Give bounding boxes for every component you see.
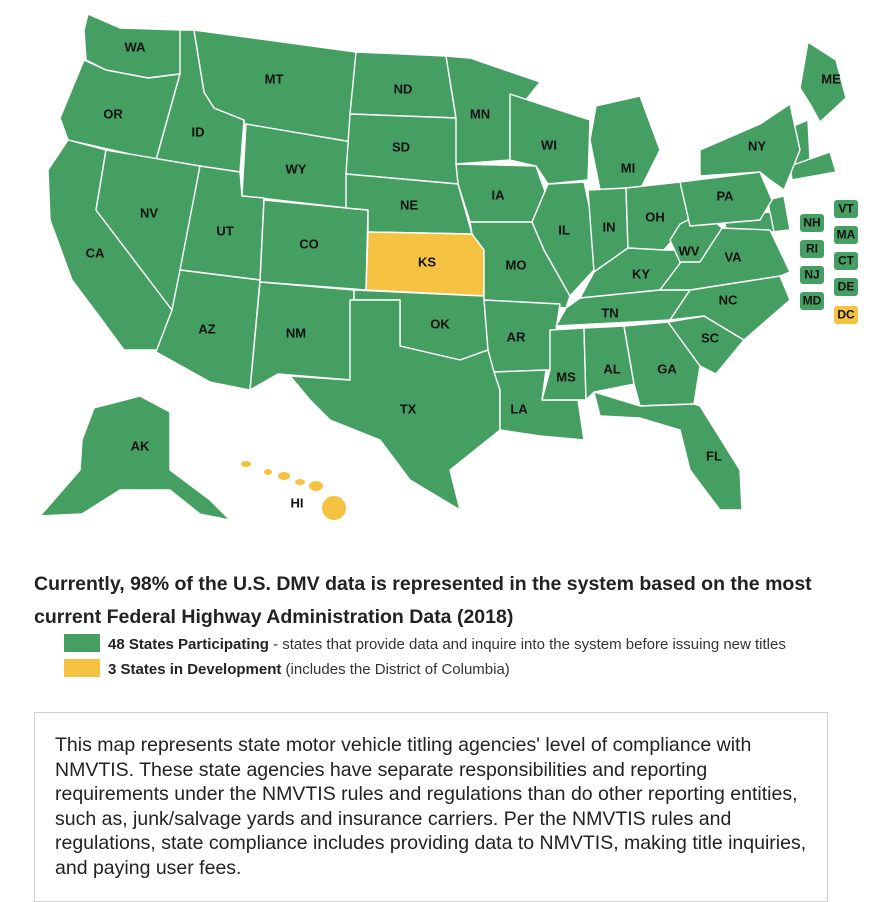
state-shape-tx[interactable] xyxy=(289,299,501,511)
state-chip-de[interactable]: DE xyxy=(834,278,858,296)
state-label-la: LA xyxy=(510,401,528,416)
map-legend: 48 States Participating - states that pr… xyxy=(64,634,824,684)
state-label-mn: MN xyxy=(470,106,490,121)
state-label-id: ID xyxy=(192,124,205,139)
legend-swatch-development xyxy=(64,659,100,677)
state-chip-label-vt: VT xyxy=(838,202,854,216)
state-chip-dc[interactable]: DC xyxy=(834,306,858,324)
map-headline: Currently, 98% of the U.S. DMV data is r… xyxy=(34,573,812,628)
state-shape-me[interactable] xyxy=(799,41,847,123)
info-text: This map represents state motor vehicle … xyxy=(55,734,807,879)
state-label-oh: OH xyxy=(645,209,665,224)
state-chip-ct[interactable]: CT xyxy=(834,252,858,270)
state-label-wv: WV xyxy=(679,243,700,258)
state-label-ut: UT xyxy=(216,223,233,238)
state-chip-nh[interactable]: NH xyxy=(800,214,824,232)
state-chip-ma[interactable]: MA xyxy=(834,226,858,244)
state-label-sc: SC xyxy=(701,330,720,345)
state-label-wa: WA xyxy=(125,39,147,54)
state-label-hi: HI xyxy=(291,495,304,510)
state-label-ky: KY xyxy=(632,266,650,281)
state-shape-northeast-1 xyxy=(789,151,837,181)
state-label-mt: MT xyxy=(265,71,284,86)
state-shape-il[interactable] xyxy=(531,181,595,297)
state-label-nv: NV xyxy=(140,205,158,220)
state-label-ny: NY xyxy=(748,138,766,153)
state-label-il: IL xyxy=(558,222,570,237)
state-chip-label-ri: RI xyxy=(806,242,818,256)
state-chip-label-de: DE xyxy=(838,280,855,294)
state-shape-mi[interactable] xyxy=(589,95,661,191)
legend-swatch-participating xyxy=(64,634,100,652)
state-label-mo: MO xyxy=(506,257,527,272)
info-box: This map represents state motor vehicle … xyxy=(34,712,828,902)
state-label-al: AL xyxy=(603,361,620,376)
legend-label-development: 3 States in Development xyxy=(108,661,282,678)
legend-label-participating: 48 States Participating xyxy=(108,636,269,653)
state-label-ok: OK xyxy=(430,316,450,331)
state-chip-label-nh: NH xyxy=(803,216,820,230)
state-shape-ny[interactable] xyxy=(699,103,801,191)
state-chip-label-ct: CT xyxy=(838,254,855,268)
state-shape-pa[interactable] xyxy=(679,171,773,227)
state-label-ia: IA xyxy=(492,187,506,202)
state-label-fl: FL xyxy=(706,448,722,463)
state-label-mi: MI xyxy=(621,160,635,175)
state-label-ms: MS xyxy=(556,369,576,384)
state-label-co: CO xyxy=(299,236,319,251)
legend-desc-participating: - states that provide data and inquire i… xyxy=(268,636,786,653)
legend-desc-development: (includes the District of Columbia) xyxy=(281,661,510,678)
state-label-va: VA xyxy=(724,249,742,264)
state-label-pa: PA xyxy=(716,188,734,203)
state-chip-label-ma: MA xyxy=(837,228,856,242)
state-shape-hi[interactable] xyxy=(241,461,346,520)
state-chip-label-dc: DC xyxy=(837,308,855,322)
state-label-wy: WY xyxy=(286,161,307,176)
state-label-ne: NE xyxy=(400,197,418,212)
state-label-nm: NM xyxy=(286,325,306,340)
state-label-in: IN xyxy=(603,219,616,234)
state-label-nd: ND xyxy=(394,81,413,96)
legend-item-development: 3 States in Development (includes the Di… xyxy=(64,659,824,680)
state-chip-nj[interactable]: NJ xyxy=(800,266,824,284)
state-label-ca: CA xyxy=(86,245,105,260)
state-shape-fl[interactable] xyxy=(593,391,743,511)
state-label-me: ME xyxy=(821,71,841,86)
state-label-nc: NC xyxy=(719,292,738,307)
state-label-az: AZ xyxy=(198,321,215,336)
state-chip-vt[interactable]: VT xyxy=(834,200,858,218)
state-chip-label-md: MD xyxy=(803,294,822,308)
state-label-tn: TN xyxy=(601,305,618,320)
state-chip-label-nj: NJ xyxy=(804,268,819,282)
state-shape-la[interactable] xyxy=(493,369,585,441)
state-chip-ri[interactable]: RI xyxy=(800,240,824,258)
state-shape-al[interactable] xyxy=(583,325,635,401)
state-label-ar: AR xyxy=(507,329,526,344)
state-shape-ak[interactable] xyxy=(39,395,231,521)
state-chip-md[interactable]: MD xyxy=(800,292,824,310)
state-label-or: OR xyxy=(103,106,123,121)
state-label-ga: GA xyxy=(657,361,677,376)
legend-item-participating: 48 States Participating - states that pr… xyxy=(64,634,824,655)
us-compliance-map: WA OR CA ID NV MT WY UT AZ CO NM ND SD NE KS OK TX MN IA MO… xyxy=(39,13,858,521)
state-shape-va[interactable] xyxy=(659,227,791,291)
state-label-sd: SD xyxy=(392,139,410,154)
state-label-wi: WI xyxy=(541,137,557,152)
state-label-tx: TX xyxy=(400,401,417,416)
state-label-ak: AK xyxy=(131,438,150,453)
state-label-ks: KS xyxy=(418,254,436,269)
